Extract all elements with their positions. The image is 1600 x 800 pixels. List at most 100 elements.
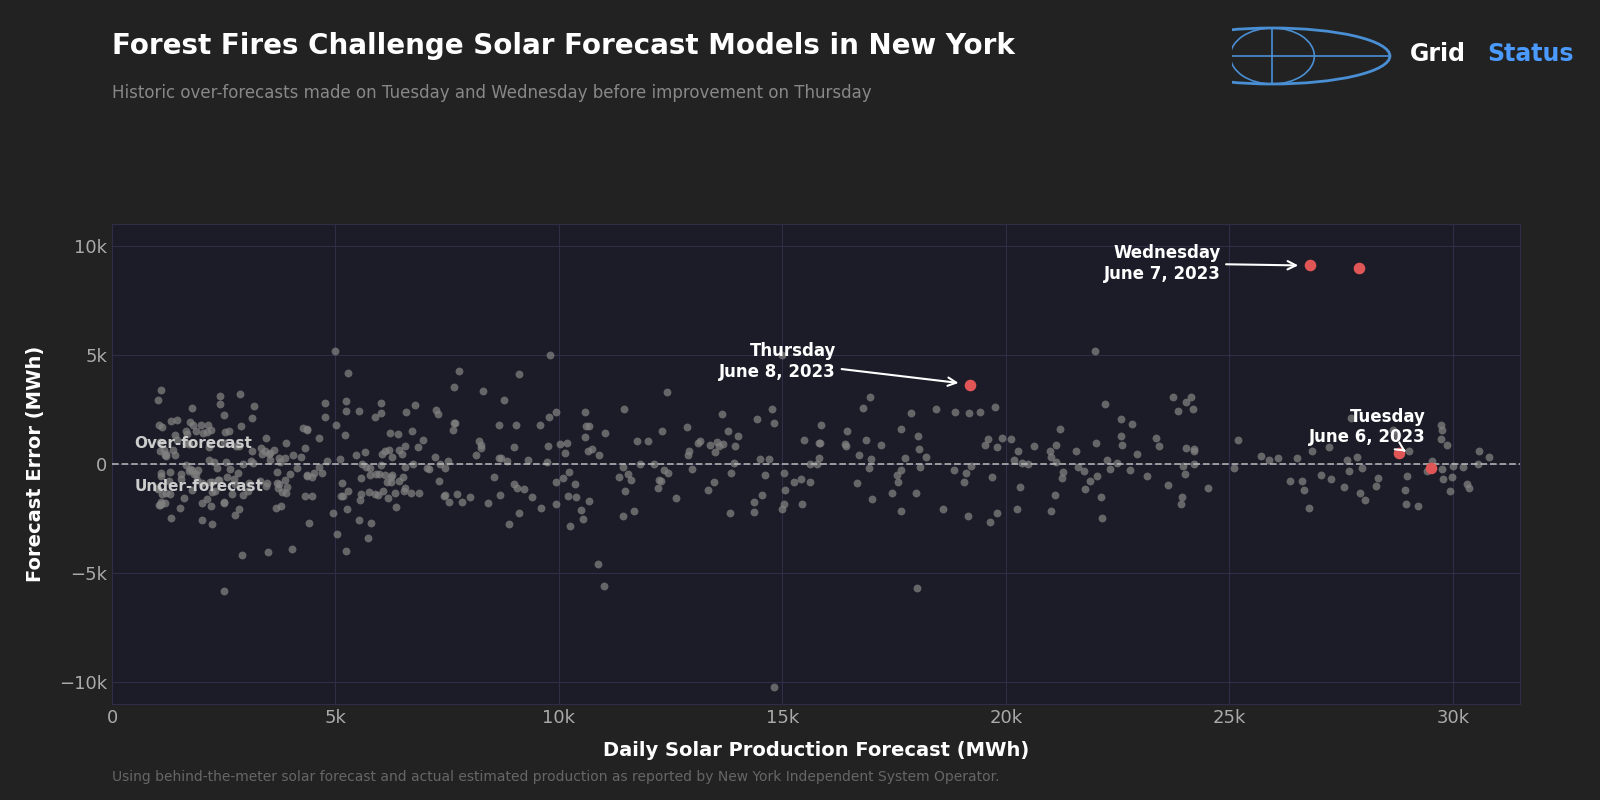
Point <box>698 438 723 451</box>
Point <box>645 481 670 494</box>
Point <box>1379 424 1405 437</box>
Point <box>290 422 315 434</box>
Point <box>1181 402 1206 415</box>
Point <box>306 461 331 474</box>
Point <box>181 418 206 431</box>
Point <box>398 487 424 500</box>
Point <box>347 472 373 485</box>
Point <box>382 486 408 499</box>
Point <box>1134 470 1160 482</box>
Point <box>432 489 458 502</box>
Point <box>576 419 602 432</box>
Point <box>1363 479 1389 492</box>
Point <box>1283 452 1309 465</box>
Point <box>989 432 1014 445</box>
Point <box>262 502 288 514</box>
Point <box>1352 494 1378 506</box>
Text: Under-forecast: Under-forecast <box>134 479 264 494</box>
Point <box>147 498 173 511</box>
Point <box>427 474 453 487</box>
Point <box>542 497 568 510</box>
Point <box>678 462 704 475</box>
Point <box>568 503 594 516</box>
Point <box>1002 454 1027 466</box>
Point <box>320 506 346 519</box>
Point <box>1256 454 1282 466</box>
Point <box>1392 484 1418 497</box>
Point <box>613 485 638 498</box>
Point <box>893 451 918 464</box>
Point <box>1440 460 1466 473</box>
Point <box>858 390 883 403</box>
Point <box>174 427 200 440</box>
Point <box>1331 480 1357 493</box>
Point <box>299 489 325 502</box>
Point <box>392 482 418 494</box>
Point <box>1248 450 1274 462</box>
Point <box>235 485 261 498</box>
Point <box>248 474 274 487</box>
Point <box>450 496 475 509</box>
Point <box>1429 433 1454 446</box>
Point <box>355 486 381 498</box>
Point <box>288 451 314 464</box>
Point <box>261 444 286 457</box>
X-axis label: Daily Solar Production Forecast (MWh): Daily Solar Production Forecast (MWh) <box>603 741 1029 760</box>
Point <box>1334 454 1360 466</box>
Point <box>1221 462 1246 474</box>
Point <box>200 475 226 488</box>
Point <box>1429 424 1454 437</box>
Point <box>422 451 448 464</box>
Point <box>400 424 426 437</box>
Point <box>206 474 232 486</box>
Point <box>198 486 224 498</box>
Point <box>475 497 501 510</box>
Point <box>189 419 214 432</box>
Point <box>173 459 198 472</box>
Point <box>1155 479 1181 492</box>
Point <box>211 496 237 509</box>
Point <box>216 425 242 438</box>
Point <box>762 417 787 430</box>
Point <box>349 458 374 470</box>
Point <box>269 486 294 498</box>
Point <box>741 495 766 508</box>
Point <box>389 447 414 460</box>
Point <box>907 461 933 474</box>
Point <box>806 437 832 450</box>
Point <box>1344 450 1370 463</box>
Point <box>1021 439 1046 452</box>
Point <box>211 409 237 422</box>
Point <box>1418 462 1443 474</box>
Point <box>165 413 190 426</box>
Point <box>347 488 373 501</box>
Point <box>238 455 264 468</box>
Point <box>1387 446 1413 459</box>
Point <box>579 442 605 455</box>
Point <box>1395 470 1421 482</box>
Point <box>710 408 736 421</box>
Text: Historic over-forecasts made on Tuesday and Wednesday before improvement on Thur: Historic over-forecasts made on Tuesday … <box>112 84 872 102</box>
Point <box>552 447 578 460</box>
Point <box>1347 486 1373 499</box>
Point <box>491 394 517 406</box>
Point <box>432 462 458 475</box>
Point <box>208 390 234 402</box>
Point <box>651 463 677 476</box>
Point <box>1290 474 1315 487</box>
Point <box>1440 470 1466 483</box>
Point <box>482 470 507 483</box>
Point <box>179 402 205 414</box>
Point <box>1038 450 1064 463</box>
Point <box>443 416 469 429</box>
Point <box>1338 411 1363 424</box>
Point <box>701 476 726 489</box>
Point <box>1414 465 1440 478</box>
Point <box>197 475 222 488</box>
Point <box>1064 445 1090 458</box>
Point <box>368 396 394 409</box>
Point <box>1107 430 1133 443</box>
Point <box>723 440 749 453</box>
Point <box>635 434 661 447</box>
Point <box>384 501 410 514</box>
